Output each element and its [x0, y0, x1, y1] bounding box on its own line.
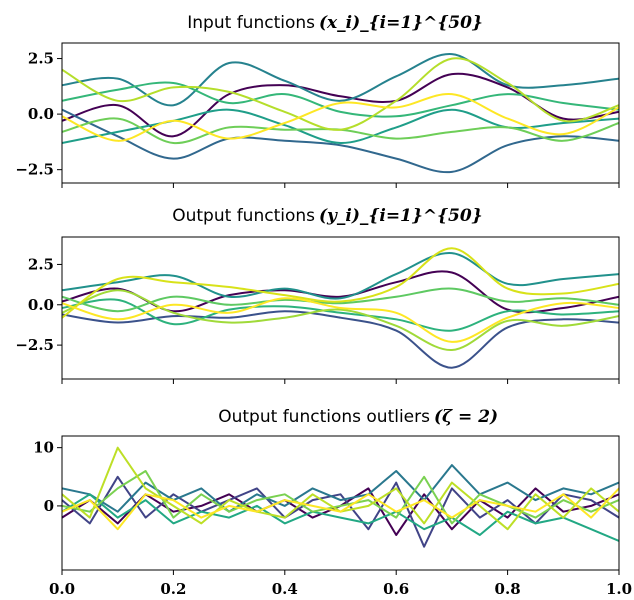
y-tick-label: −2.5 [15, 336, 54, 354]
series-line-3 [62, 493, 619, 542]
series-group [62, 53, 619, 174]
series-line-2 [62, 464, 619, 513]
series-line-4 [62, 470, 619, 525]
series-line-2 [62, 252, 619, 300]
x-tick-label: 1.0 [606, 580, 632, 598]
y-tick-label: −2.5 [15, 161, 54, 179]
chart-title-math: (ζ = 2) [434, 407, 498, 427]
x-tick-label: 0.2 [160, 580, 186, 598]
y-tick-label: 2.5 [28, 50, 54, 68]
y-tick-label: 2.5 [28, 255, 54, 273]
y-tick-label: 0 [44, 497, 54, 515]
series-line-1 [62, 475, 619, 548]
chart-panel-output-outliers: Output functions outliers (ζ = 2) 0 10 0.0… [33, 407, 632, 598]
chart-title: Output functions [172, 206, 315, 226]
chart-title: Output functions outliers [218, 407, 430, 427]
series-line-7 [62, 297, 619, 343]
plot-area: −2.5 0.0 2.5 [15, 236, 620, 384]
series-line-6 [62, 247, 619, 319]
series-line-6 [62, 487, 619, 531]
chart-title-math: (y_i)_{i=1}^{50} [319, 206, 483, 226]
series-line-6 [62, 57, 619, 131]
plot-area: 0 10 0.0 0.2 0.4 0.6 0.8 1.0 [33, 435, 632, 598]
series-line-2 [62, 53, 619, 107]
series-line-0 [62, 72, 619, 138]
x-tick-label: 0.6 [383, 580, 409, 598]
series-line-4 [62, 287, 619, 313]
y-tick-label: 10 [33, 439, 54, 457]
x-tick-label: 0.4 [272, 580, 298, 598]
plot-area: −2.5 0.0 2.5 [15, 42, 620, 188]
y-tick-label: 0.0 [28, 105, 54, 123]
series-line-3 [62, 298, 619, 332]
axes-frame [61, 236, 620, 380]
chart-panel-output-functions: Output functions (y_i)_{i=1}^{50} −2.5 0.… [15, 206, 620, 384]
series-line-1 [62, 310, 619, 369]
axes-frame [61, 435, 620, 571]
chart-panel-input-functions: Input functions (x_i)_{i=1}^{50} −2.5 0.0… [15, 13, 620, 188]
axes-frame [61, 42, 620, 184]
series-group [62, 446, 619, 548]
series-line-1 [62, 108, 619, 174]
y-tick-label: 0.0 [28, 296, 54, 314]
series-line-7 [62, 93, 619, 142]
chart-title-math: (x_i)_{i=1}^{50} [319, 13, 483, 33]
x-tick-label: 0.0 [49, 580, 75, 598]
chart-title: Input functions [187, 13, 315, 33]
series-group [62, 247, 619, 369]
series-line-3 [62, 108, 619, 145]
x-tick-label: 0.8 [495, 580, 521, 598]
